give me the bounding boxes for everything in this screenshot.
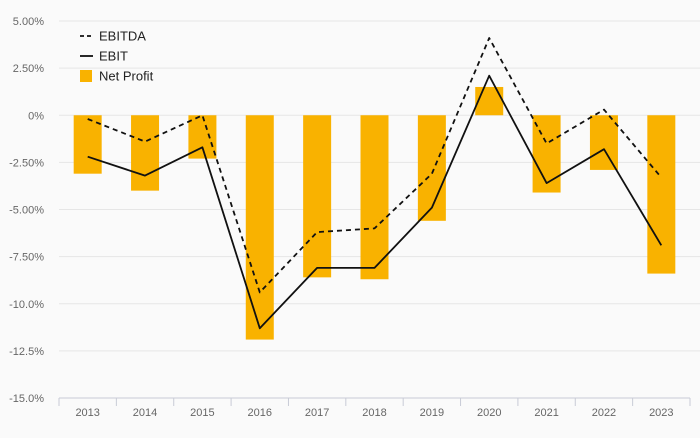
- bar-net-profit: [74, 115, 102, 173]
- x-tick-label: 2016: [248, 407, 272, 419]
- bar-net-profit: [303, 115, 331, 277]
- bar-net-profit: [246, 115, 274, 339]
- bar-net-profit: [131, 115, 159, 190]
- x-tick-label: 2013: [75, 407, 99, 419]
- y-tick-label: -7.50%: [9, 252, 44, 264]
- y-tick-label: -5.00%: [9, 205, 44, 217]
- bar-layer: [74, 87, 676, 340]
- legend-swatch-net-profit: [80, 70, 92, 82]
- x-tick-label: 2015: [190, 407, 214, 419]
- x-tick-label: 2017: [305, 407, 329, 419]
- legend-label-ebit: EBIT: [99, 49, 128, 64]
- bar-net-profit: [647, 115, 675, 273]
- bar-net-profit: [418, 115, 446, 221]
- y-tick-label: 2.50%: [13, 63, 44, 75]
- x-tick-label: 2021: [534, 407, 558, 419]
- x-tick-label: 2022: [592, 407, 616, 419]
- y-tick-label: -10.0%: [9, 299, 44, 311]
- y-tick-label: -2.50%: [9, 157, 44, 169]
- x-tick-label: 2019: [420, 407, 444, 419]
- y-tick-label: -12.5%: [9, 346, 44, 358]
- x-tick-label: 2014: [133, 407, 157, 419]
- y-tick-label: 5.00%: [13, 16, 44, 28]
- legend-label-ebitda: EBITDA: [99, 29, 146, 44]
- x-tick-label: 2020: [477, 407, 501, 419]
- legend-label-net-profit: Net Profit: [99, 69, 154, 84]
- bar-net-profit: [361, 115, 389, 279]
- legend: EBITDA EBIT Net Profit: [80, 29, 154, 84]
- y-tick-label: -15.0%: [9, 393, 44, 405]
- x-tick-label: 2018: [362, 407, 386, 419]
- x-tick-label: 2023: [649, 407, 673, 419]
- bar-net-profit: [475, 87, 503, 115]
- y-tick-label: 0%: [28, 110, 44, 122]
- bar-net-profit: [590, 115, 618, 170]
